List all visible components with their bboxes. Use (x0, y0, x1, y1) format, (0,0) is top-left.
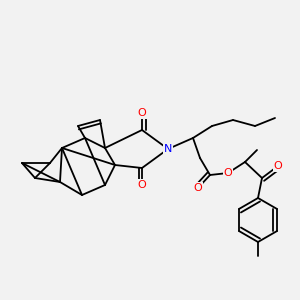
Text: O: O (224, 168, 232, 178)
Text: O: O (138, 108, 146, 118)
Text: N: N (164, 144, 172, 154)
Text: O: O (274, 161, 282, 171)
Text: O: O (194, 183, 202, 193)
Text: O: O (138, 180, 146, 190)
